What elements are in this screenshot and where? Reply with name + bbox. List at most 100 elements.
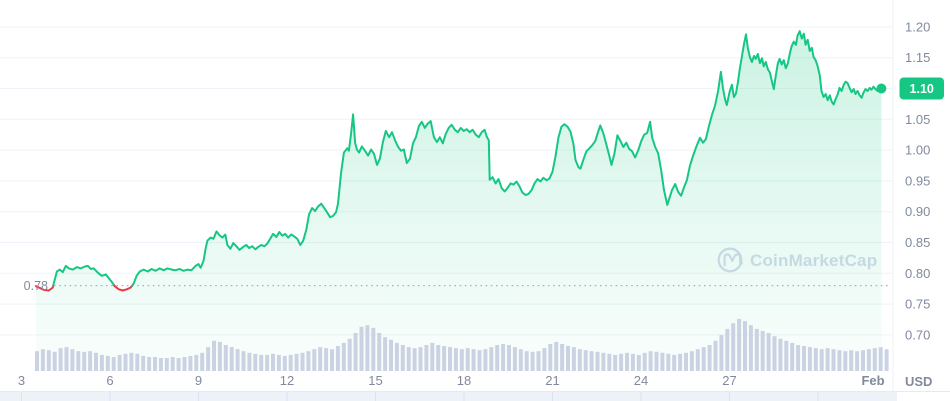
volume-bar bbox=[566, 346, 570, 371]
x-axis-tick-label: 15 bbox=[368, 373, 382, 388]
volume-bar bbox=[625, 352, 629, 371]
volume-bar bbox=[353, 333, 358, 371]
volume-bar bbox=[866, 349, 871, 371]
volume-bar bbox=[418, 347, 423, 371]
x-axis-tick-label: 21 bbox=[545, 373, 559, 388]
volume-bar bbox=[684, 352, 688, 371]
volume-bar bbox=[147, 357, 152, 371]
volume-bar bbox=[672, 354, 677, 371]
volume-bar bbox=[271, 353, 275, 371]
x-axis-tick-label: 24 bbox=[634, 373, 648, 388]
volume-bar bbox=[743, 321, 747, 371]
x-axis-tick-label: 3 bbox=[18, 373, 25, 388]
volume-bar bbox=[701, 347, 706, 371]
volume-bar bbox=[465, 348, 470, 371]
volume-bar bbox=[689, 351, 694, 371]
volume-bar bbox=[825, 348, 830, 371]
volume-bar bbox=[223, 345, 228, 371]
volume-bar bbox=[619, 353, 624, 371]
volume-bar bbox=[383, 337, 388, 371]
y-axis-tick-label: 1.00 bbox=[905, 143, 930, 158]
volume-bar bbox=[483, 349, 488, 371]
volume-bar bbox=[707, 345, 712, 371]
volume-bar bbox=[288, 354, 293, 371]
volume-bar bbox=[731, 323, 736, 371]
volume-bar bbox=[158, 358, 163, 371]
volume-bar bbox=[282, 355, 287, 371]
x-axis-tick-label: 18 bbox=[457, 373, 471, 388]
volume-bar bbox=[837, 350, 842, 371]
navigator-scrollbar[interactable] bbox=[0, 391, 950, 401]
x-axis-tick-label: Feb bbox=[861, 373, 884, 388]
volume-bar bbox=[607, 353, 612, 371]
y-axis-tick-label: 0.70 bbox=[905, 327, 930, 342]
volume-bar bbox=[512, 347, 517, 371]
current-price-badge-label: 1.10 bbox=[910, 82, 934, 96]
volume-bar bbox=[448, 347, 452, 371]
volume-bar bbox=[583, 350, 588, 371]
volume-bar bbox=[206, 347, 211, 371]
volume-bar bbox=[424, 345, 429, 371]
volume-bar bbox=[335, 346, 340, 371]
volume-bar bbox=[536, 351, 541, 371]
volume-bar bbox=[58, 348, 63, 371]
volume-bar bbox=[666, 353, 671, 371]
volume-bar bbox=[324, 348, 329, 371]
volume-bar bbox=[52, 351, 57, 371]
volume-bar bbox=[459, 349, 464, 371]
volume-bar bbox=[247, 352, 252, 371]
volume-bar bbox=[725, 328, 730, 371]
volume-bar bbox=[153, 357, 157, 371]
volume-bar bbox=[200, 352, 205, 371]
volume-bar bbox=[501, 344, 506, 371]
volume-bar bbox=[123, 353, 128, 371]
volume-bar bbox=[507, 345, 511, 371]
volume-bar bbox=[176, 358, 181, 371]
volume-bar bbox=[849, 350, 854, 371]
volume-bar bbox=[471, 349, 476, 371]
x-axis-tick-label: 12 bbox=[280, 373, 294, 388]
volume-bar bbox=[141, 355, 146, 371]
volume-bar bbox=[371, 327, 376, 371]
price-series-line bbox=[35, 30, 887, 292]
volume-bar bbox=[212, 340, 216, 371]
price-area bbox=[36, 31, 882, 371]
volume-bar bbox=[831, 349, 836, 371]
volume-bar bbox=[306, 351, 311, 371]
volume-bar bbox=[105, 355, 110, 371]
volume-bar bbox=[560, 344, 565, 371]
y-axis-tick-label: 1.20 bbox=[905, 19, 930, 34]
volume-bar bbox=[111, 357, 116, 371]
volume-bar bbox=[46, 350, 51, 371]
volume-bar bbox=[796, 345, 801, 371]
usd-unit-label: USD bbox=[905, 374, 932, 389]
volume-bar bbox=[430, 342, 435, 371]
x-axis-tick-label: 27 bbox=[722, 373, 736, 388]
volume-bar bbox=[276, 354, 281, 371]
volume-bar bbox=[778, 338, 783, 371]
volume-bar bbox=[577, 349, 582, 371]
volume-bar bbox=[442, 346, 447, 371]
volume-bar bbox=[589, 351, 594, 371]
volume-bar bbox=[648, 351, 653, 371]
x-axis-tick-label: 9 bbox=[195, 373, 202, 388]
volume-bar bbox=[235, 349, 240, 371]
volume-bar bbox=[259, 354, 264, 371]
y-axis-tick-label: 0.95 bbox=[905, 173, 930, 188]
volume-bar bbox=[217, 341, 222, 371]
volume-bar bbox=[819, 349, 824, 371]
volume-bar bbox=[341, 342, 346, 371]
price-line-up bbox=[131, 30, 883, 287]
y-axis-tick-label: 0.75 bbox=[905, 297, 930, 312]
volume-bar bbox=[802, 346, 806, 371]
volume-bar bbox=[678, 353, 683, 371]
volume-bar bbox=[330, 349, 334, 371]
volume-bar bbox=[241, 351, 246, 371]
navigator-track bbox=[0, 392, 897, 401]
volume-bar bbox=[530, 351, 535, 371]
volume-bar bbox=[70, 349, 75, 371]
volume-bar bbox=[807, 347, 812, 371]
volume-bar bbox=[772, 336, 777, 371]
